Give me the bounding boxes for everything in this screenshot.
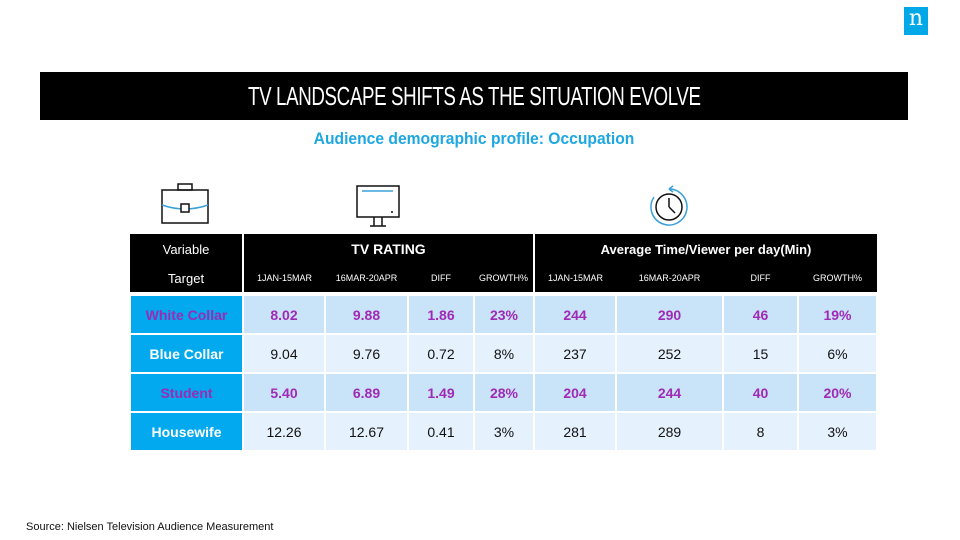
table-cell: 9.88	[324, 294, 409, 335]
col-header: DIFF	[723, 264, 798, 292]
table-cell: 244	[615, 372, 724, 413]
table-cell: 3%	[797, 411, 878, 452]
variable-label: Variable	[130, 234, 243, 264]
table-cell: 9.04	[242, 333, 326, 374]
tv-monitor-icon	[355, 184, 401, 230]
col-header: 16MAR-20APR	[616, 264, 723, 292]
title-bar: TV LANDSCAPE SHIFTS AS THE SITUATION EVO…	[40, 72, 908, 120]
table-cell: 6%	[797, 333, 878, 374]
table-cell: 290	[615, 294, 724, 335]
table-cell: 289	[615, 411, 724, 452]
col-header: 1JAN-15MAR	[242, 264, 325, 292]
table-row: White Collar 8.02 9.88 1.86 23% 244 290 …	[129, 294, 878, 335]
source-note: Source: Nielsen Television Audience Meas…	[26, 521, 274, 533]
header-row-2: Target 1JAN-15MAR 16MAR-20APR DIFF GROWT…	[130, 264, 877, 292]
table-row: Student 5.40 6.89 1.49 28% 204 244 40 20…	[129, 372, 878, 413]
table-cell: 6.89	[324, 372, 409, 413]
table-cell: 252	[615, 333, 724, 374]
row-label: Housewife	[129, 411, 244, 452]
col-header: GROWTH%	[798, 264, 877, 292]
col-header: 16MAR-20APR	[325, 264, 408, 292]
header-row-1: Variable TV RATING Average Time/Viewer p…	[130, 234, 877, 264]
table-cell: 12.67	[324, 411, 409, 452]
table-cell: 3%	[473, 411, 535, 452]
table-cell: 19%	[797, 294, 878, 335]
col-header: 1JAN-15MAR	[533, 264, 616, 292]
briefcase-icon	[160, 183, 210, 225]
table-cell: 12.26	[242, 411, 326, 452]
table-cell: 23%	[473, 294, 535, 335]
row-label: Blue Collar	[129, 333, 244, 374]
table-cell: 40	[722, 372, 799, 413]
table-cell: 5.40	[242, 372, 326, 413]
avg-time-header: Average Time/Viewer per day(Min)	[533, 234, 877, 264]
table-cell: 1.86	[407, 294, 475, 335]
target-label: Target	[130, 264, 243, 292]
table-cell: 237	[533, 333, 617, 374]
table-cell: 8.02	[242, 294, 326, 335]
col-header: GROWTH%	[474, 264, 534, 292]
table-cell: 9.76	[324, 333, 409, 374]
table-cell: 8%	[473, 333, 535, 374]
table-row: Blue Collar 9.04 9.76 0.72 8% 237 252 15…	[129, 333, 878, 374]
table-cell: 1.49	[407, 372, 475, 413]
page-title: TV LANDSCAPE SHIFTS AS THE SITUATION EVO…	[247, 80, 701, 111]
table-cell: 0.72	[407, 333, 475, 374]
table-cell: 28%	[473, 372, 535, 413]
table-cell: 0.41	[407, 411, 475, 452]
tv-rating-header: TV RATING	[242, 234, 534, 264]
occupation-table: Variable TV RATING Average Time/Viewer p…	[129, 234, 878, 452]
table-cell: 204	[533, 372, 617, 413]
col-header: DIFF	[408, 264, 474, 292]
table-cell: 20%	[797, 372, 878, 413]
table-cell: 15	[722, 333, 799, 374]
table-cell: 281	[533, 411, 617, 452]
subtitle: Audience demographic profile: Occupation	[313, 129, 635, 148]
table-cell: 8	[722, 411, 799, 452]
clock-history-icon	[647, 185, 691, 227]
table-cell: 46	[722, 294, 799, 335]
row-label: White Collar	[129, 294, 244, 335]
logo-letter: n	[908, 6, 924, 31]
nielsen-logo: n	[904, 7, 928, 35]
table-cell: 244	[533, 294, 617, 335]
row-label: Student	[129, 372, 244, 413]
table-row: Housewife 12.26 12.67 0.41 3% 281 289 8 …	[129, 411, 878, 452]
